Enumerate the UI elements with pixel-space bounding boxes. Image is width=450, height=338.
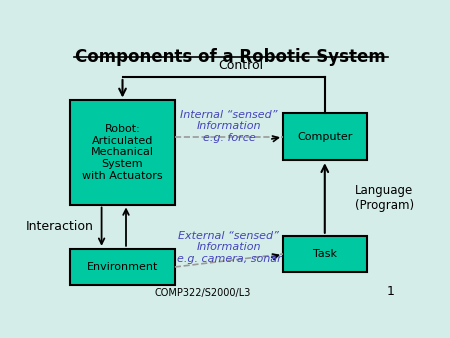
Text: Environment: Environment — [87, 262, 158, 272]
Text: Internal “sensed”
Information
e.g. force: Internal “sensed” Information e.g. force — [180, 110, 278, 143]
Text: Control: Control — [219, 59, 264, 72]
Text: External “sensed”
Information
e.g. camera, sonar: External “sensed” Information e.g. camer… — [176, 231, 281, 264]
Text: Robot:
Articulated
Mechanical
System
with Actuators: Robot: Articulated Mechanical System wit… — [82, 124, 163, 181]
Text: Components of a Robotic System: Components of a Robotic System — [75, 48, 386, 66]
FancyBboxPatch shape — [283, 114, 367, 160]
Text: Language
(Program): Language (Program) — [355, 184, 414, 212]
Text: Task: Task — [313, 249, 337, 259]
FancyBboxPatch shape — [70, 100, 175, 204]
Text: Computer: Computer — [297, 132, 352, 142]
Text: 1: 1 — [387, 285, 395, 298]
Text: Interaction: Interaction — [26, 220, 94, 233]
FancyBboxPatch shape — [70, 249, 175, 285]
Text: COMP322/S2000/L3: COMP322/S2000/L3 — [154, 288, 251, 298]
FancyBboxPatch shape — [283, 236, 367, 272]
